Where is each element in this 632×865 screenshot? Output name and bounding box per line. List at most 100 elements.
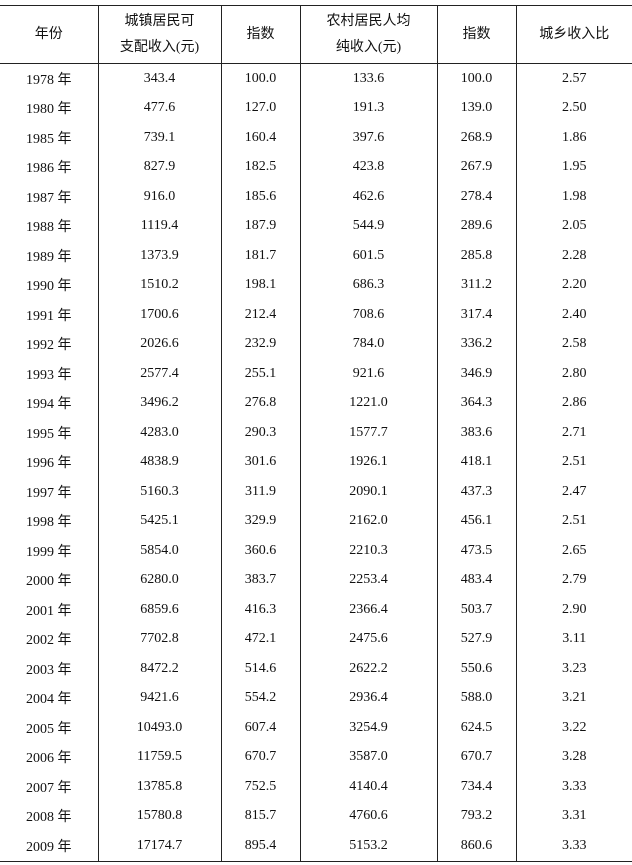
value-cell: 1510.2 [97,270,221,300]
value-cell: 397.6 [299,123,437,153]
value-cell: 544.9 [299,211,437,241]
year-cell: 2009 年 [0,831,98,862]
value-cell: 267.9 [436,152,516,182]
year-cell: 1987 年 [26,190,72,206]
value-cell: 2.65 [515,536,632,566]
value-cell: 815.7 [220,801,300,831]
value-cell: 2210.3 [299,536,437,566]
header-cell: 指数 [220,5,300,64]
value-cell: 2.28 [515,241,632,271]
value-cell: 624.5 [436,713,516,743]
value-cell: 2162.0 [299,506,437,536]
value-cell: 477.6 [97,93,221,123]
value-cell: 3.11 [515,624,632,654]
value-cell: 100.0 [436,63,516,94]
value-cell: 8472.2 [97,654,221,684]
value-cell: 198.1 [220,270,300,300]
value-cell: 2577.4 [97,359,221,389]
table-row: 2002 年 7702.8 472.1 2475.6 527.9 3.11 [0,624,632,654]
value-cell: 336.2 [436,329,516,359]
value-cell: 301.6 [220,447,300,477]
value-cell: 127.0 [220,93,300,123]
value-cell: 6280.0 [97,565,221,595]
value-cell: 423.8 [299,152,437,182]
value-cell: 1577.7 [299,418,437,448]
year-cell: 1995 年 [26,426,72,442]
value-cell: 2.71 [515,418,632,448]
value-cell: 289.6 [436,211,516,241]
table-row: 2001 年 6859.6 416.3 2366.4 503.7 2.90 [0,595,632,625]
value-cell: 2.79 [515,565,632,595]
table-row: 1992 年 2026.6 232.9 784.0 336.2 2.58 [0,329,632,359]
value-cell: 860.6 [436,831,516,862]
value-cell: 473.5 [436,536,516,566]
year-cell: 2004 年 [26,692,72,708]
table-row: 2000 年 6280.0 383.7 2253.4 483.4 2.79 [0,565,632,595]
value-cell: 232.9 [220,329,300,359]
table-body: 1978 年 343.4 100.0 133.6 100.0 2.57 1980 年 477.… [0,63,632,862]
table-row: 1989 年 1373.9 181.7 601.5 285.8 2.28 [0,241,632,271]
value-cell: 2.58 [515,329,632,359]
value-cell: 916.0 [97,182,221,212]
value-cell: 10493.0 [97,713,221,743]
value-cell: 15780.8 [97,801,221,831]
table-row: 1998 年 5425.1 329.9 2162.0 456.1 2.51 [0,506,632,536]
value-cell: 182.5 [220,152,300,182]
value-cell: 607.4 [220,713,300,743]
header-text: 纯收入(元) [335,39,402,55]
value-cell: 3496.2 [97,388,221,418]
value-cell: 3.28 [515,742,632,772]
value-cell: 1926.1 [299,447,437,477]
value-cell: 3.33 [515,831,632,862]
value-cell: 343.4 [97,63,221,94]
value-cell: 276.8 [220,388,300,418]
table-row: 1997 年 5160.3 311.9 2090.1 437.3 2.47 [0,477,632,507]
year-cell: 1997 年 [26,485,72,501]
value-cell: 11759.5 [97,742,221,772]
year-cell: 1978 年 [26,72,72,88]
value-cell: 3.22 [515,713,632,743]
table-row: 1995 年 4283.0 290.3 1577.7 383.6 2.71 [0,418,632,448]
value-cell: 2.20 [515,270,632,300]
value-cell: 3.31 [515,801,632,831]
value-cell: 554.2 [220,683,300,713]
value-cell: 255.1 [220,359,300,389]
value-cell: 311.2 [436,270,516,300]
year-cell: 1992 年 [26,338,72,354]
value-cell: 7702.8 [97,624,221,654]
value-cell: 670.7 [436,742,516,772]
value-cell: 364.3 [436,388,516,418]
table-row: 1990 年 1510.2 198.1 686.3 311.2 2.20 [0,270,632,300]
value-cell: 4838.9 [97,447,221,477]
header-text: 指数 [462,26,491,42]
year-cell: 1991 年 [26,308,72,324]
header-text: 指数 [246,26,275,42]
header-text: 城乡收入比 [539,26,610,42]
year-cell: 1985 年 [26,131,72,147]
table-row: 1996 年 4838.9 301.6 1926.1 418.1 2.51 [0,447,632,477]
value-cell: 527.9 [436,624,516,654]
value-cell: 212.4 [220,300,300,330]
value-cell: 437.3 [436,477,516,507]
year-cell: 1980 年 [26,102,72,118]
table-row: 2007 年 13785.8 752.5 4140.4 734.4 3.33 [0,772,632,802]
year-cell: 1998 年 [26,515,72,531]
value-cell: 456.1 [436,506,516,536]
value-cell: 670.7 [220,742,300,772]
value-cell: 278.4 [436,182,516,212]
value-cell: 739.1 [97,123,221,153]
table-row: 1985 年 739.1 160.4 397.6 268.9 1.86 [0,123,632,153]
value-cell: 3587.0 [299,742,437,772]
value-cell: 1700.6 [97,300,221,330]
header-text: 城镇居民可 [124,13,195,29]
value-cell: 418.1 [436,447,516,477]
value-cell: 346.9 [436,359,516,389]
table-row: 2004 年 9421.6 554.2 2936.4 588.0 3.21 [0,683,632,713]
value-cell: 383.7 [220,565,300,595]
value-cell: 383.6 [436,418,516,448]
value-cell: 329.9 [220,506,300,536]
value-cell: 2026.6 [97,329,221,359]
value-cell: 2936.4 [299,683,437,713]
table-row: 1987 年 916.0 185.6 462.6 278.4 1.98 [0,182,632,212]
